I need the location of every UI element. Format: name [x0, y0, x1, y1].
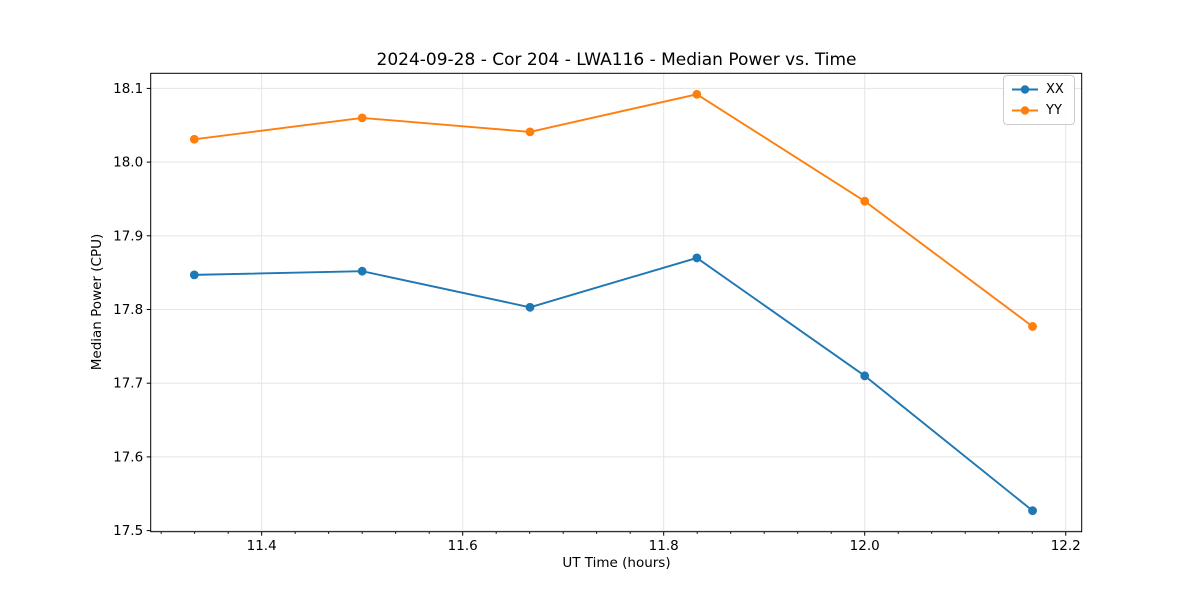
legend-item: XX — [1010, 80, 1068, 99]
legend: XX YY — [1003, 75, 1075, 125]
y-tick-label: 17.9 — [113, 228, 143, 244]
data-point-marker-yy — [692, 89, 702, 99]
data-point-marker-yy — [860, 196, 870, 206]
data-point-marker-xx — [189, 270, 199, 280]
data-point-marker-yy — [189, 134, 199, 144]
data-point-marker-yy — [1028, 322, 1037, 331]
y-tick-label: 17.6 — [113, 449, 143, 465]
y-tick-label: 17.8 — [113, 302, 143, 318]
data-point-marker-xx — [525, 302, 535, 312]
line-marker-swatch-icon — [1012, 106, 1038, 115]
data-point-marker-xx — [860, 371, 870, 381]
x-tick-label: 12.0 — [850, 538, 880, 554]
x-tick-label: 11.6 — [448, 538, 478, 554]
x-tick-label: 11.8 — [649, 538, 679, 554]
y-tick-label: 18.1 — [113, 81, 143, 97]
data-point-marker-xx — [357, 266, 367, 276]
x-tick-label: 11.4 — [247, 538, 277, 554]
data-point-marker-xx — [1028, 506, 1037, 516]
data-point-marker-xx — [692, 253, 702, 263]
y-tick-label: 17.7 — [113, 376, 143, 392]
y-tick-label: 17.5 — [113, 523, 143, 539]
y-tick-label: 18.0 — [113, 155, 143, 171]
legend-label: YY — [1046, 103, 1062, 118]
data-point-marker-yy — [357, 113, 367, 123]
chart-title: 2024-09-28 - Cor 204 - LWA116 - Median P… — [376, 50, 857, 70]
line-marker-swatch-icon — [1012, 85, 1038, 94]
x-axis-label: UT Time (hours) — [562, 555, 671, 571]
y-axis-label: Median Power (CPU) — [89, 233, 105, 371]
series-line-yy — [193, 93, 1034, 328]
series-line-xx — [193, 256, 1034, 512]
legend-label: XX — [1046, 82, 1064, 97]
legend-item: YY — [1010, 101, 1068, 120]
data-point-marker-yy — [525, 127, 535, 137]
plot-frame — [150, 72, 1083, 533]
x-tick-label: 12.2 — [1051, 538, 1081, 554]
